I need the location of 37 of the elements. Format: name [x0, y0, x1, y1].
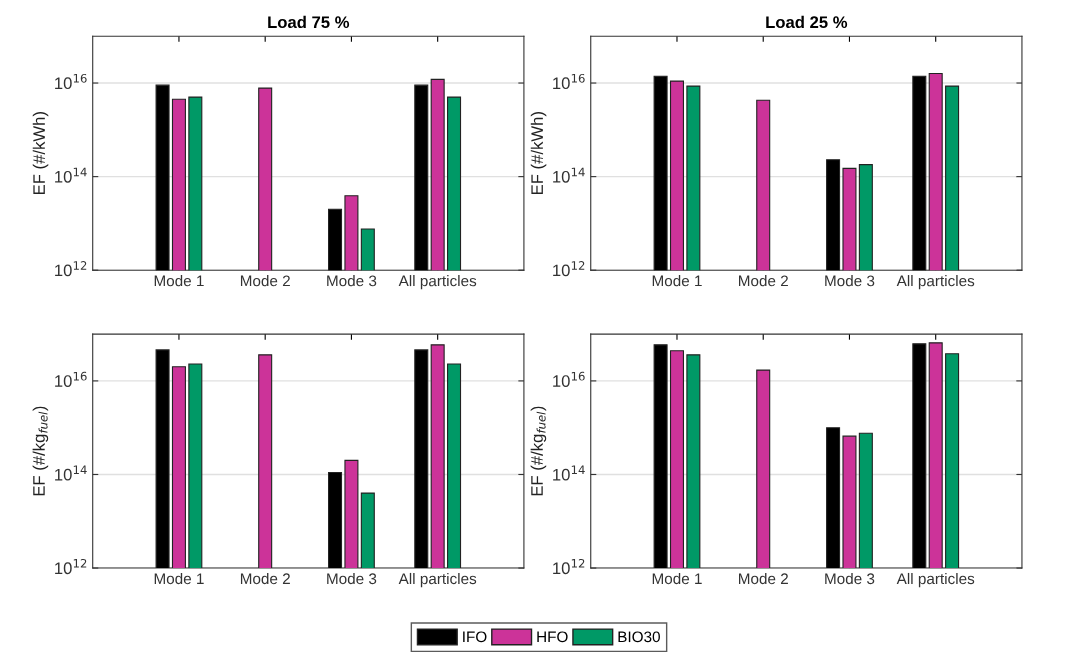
x-tick-label: All particles — [896, 275, 975, 290]
x-tick-label: Mode 1 — [652, 572, 702, 585]
x-tick-label: Mode 2 — [240, 275, 290, 287]
y-tick-label: 10$^{14}$ — [55, 167, 87, 183]
y-tick-label: 10$^{14}$ — [55, 465, 87, 481]
y-tick-label: 10$^{12}$ — [55, 261, 87, 277]
y-axis-title: EF (#/kg$_{fuel}$) — [32, 406, 49, 496]
y-tick-label: 10$^{16}$ — [553, 371, 585, 387]
y-tick-label: 10$^{14}$ — [553, 167, 585, 183]
y-axis-title: EF (#/kWh) — [530, 112, 547, 194]
legend-label: IFO — [463, 631, 487, 643]
x-tick-label: Mode 3 — [825, 572, 875, 585]
legend-label: BIO30 — [618, 631, 660, 643]
x-tick-label: Mode 3 — [327, 572, 377, 585]
x-tick-label: Mode 2 — [739, 572, 788, 585]
y-tick-label: 10$^{16}$ — [553, 73, 585, 90]
x-tick-label: All particles — [896, 572, 975, 588]
legend-label: HFO — [537, 631, 568, 643]
x-tick-label: Mode 1 — [652, 275, 702, 287]
x-tick-label: Mode 3 — [327, 275, 377, 287]
x-tick-label: Mode 3 — [825, 275, 875, 287]
x-tick-label: Mode 2 — [739, 275, 788, 287]
y-tick-label: 10$^{16}$ — [55, 73, 87, 90]
y-tick-label: 10$^{12}$ — [55, 558, 87, 575]
y-tick-label: 10$^{16}$ — [55, 371, 87, 387]
y-tick-label: 10$^{12}$ — [553, 261, 585, 277]
y-tick-label: 10$^{12}$ — [553, 558, 585, 575]
x-tick-label: Mode 1 — [154, 572, 204, 585]
y-axis-title: EF (#/kWh) — [32, 112, 49, 194]
x-tick-label: Mode 1 — [154, 275, 204, 287]
x-tick-label: All particles — [398, 572, 477, 588]
x-tick-label: All particles — [398, 275, 477, 290]
chart-title: Load 25 % — [766, 15, 848, 29]
y-tick-label: 10$^{14}$ — [553, 465, 585, 481]
x-tick-label: Mode 2 — [240, 572, 290, 585]
y-axis-title: EF (#/kg$_{fuel}$) — [530, 406, 547, 496]
chart-title: Load 75 % — [268, 15, 350, 29]
